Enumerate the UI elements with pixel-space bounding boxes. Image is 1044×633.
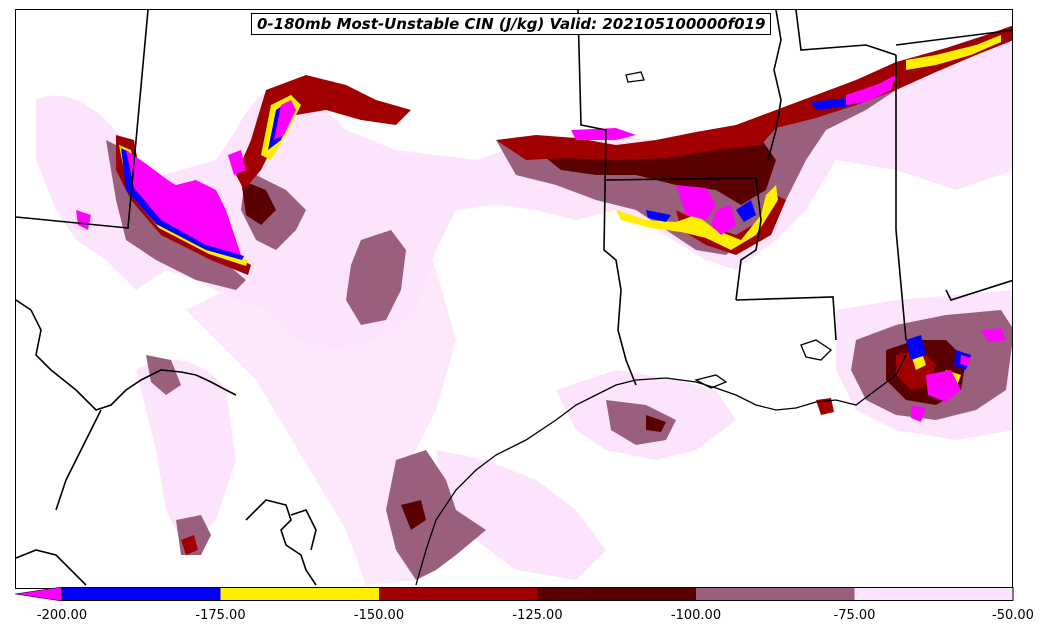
colorbar-tick-label: -125.00 <box>512 608 563 623</box>
colorbar-tick-label: -50.00 <box>992 608 1034 623</box>
cin-map <box>16 10 1012 586</box>
colorbar-bin-2 <box>379 587 538 601</box>
map-panel <box>15 9 1013 589</box>
colorbar-bin-1 <box>220 587 379 601</box>
map-title: 0-180mb Most-Unstable CIN (J/kg) Valid: … <box>251 13 772 35</box>
colorbar-tick-label: -75.00 <box>833 608 876 623</box>
colorbar-tick-label: -175.00 <box>195 608 246 623</box>
colorbar-bin-0 <box>62 587 221 601</box>
colorbar-bin-5 <box>854 587 1013 601</box>
colorbar-tick-label: -200.00 <box>36 608 88 623</box>
colorbar-bin-4 <box>696 587 855 601</box>
colorbar <box>15 587 1014 601</box>
coastline <box>415 71 907 586</box>
colorbar-tick-label: -100.00 <box>670 608 722 623</box>
cin-band-magenta <box>76 75 1006 422</box>
colorbar-tick-label: -150.00 <box>353 608 405 623</box>
colorbar-under-triangle <box>15 587 63 601</box>
state-borders <box>16 10 1012 586</box>
colorbar-outline <box>61 587 1014 601</box>
cin-band-light-pink <box>36 30 1012 585</box>
colorbar-bins <box>62 587 1013 601</box>
colorbar-bin-3 <box>537 587 696 601</box>
